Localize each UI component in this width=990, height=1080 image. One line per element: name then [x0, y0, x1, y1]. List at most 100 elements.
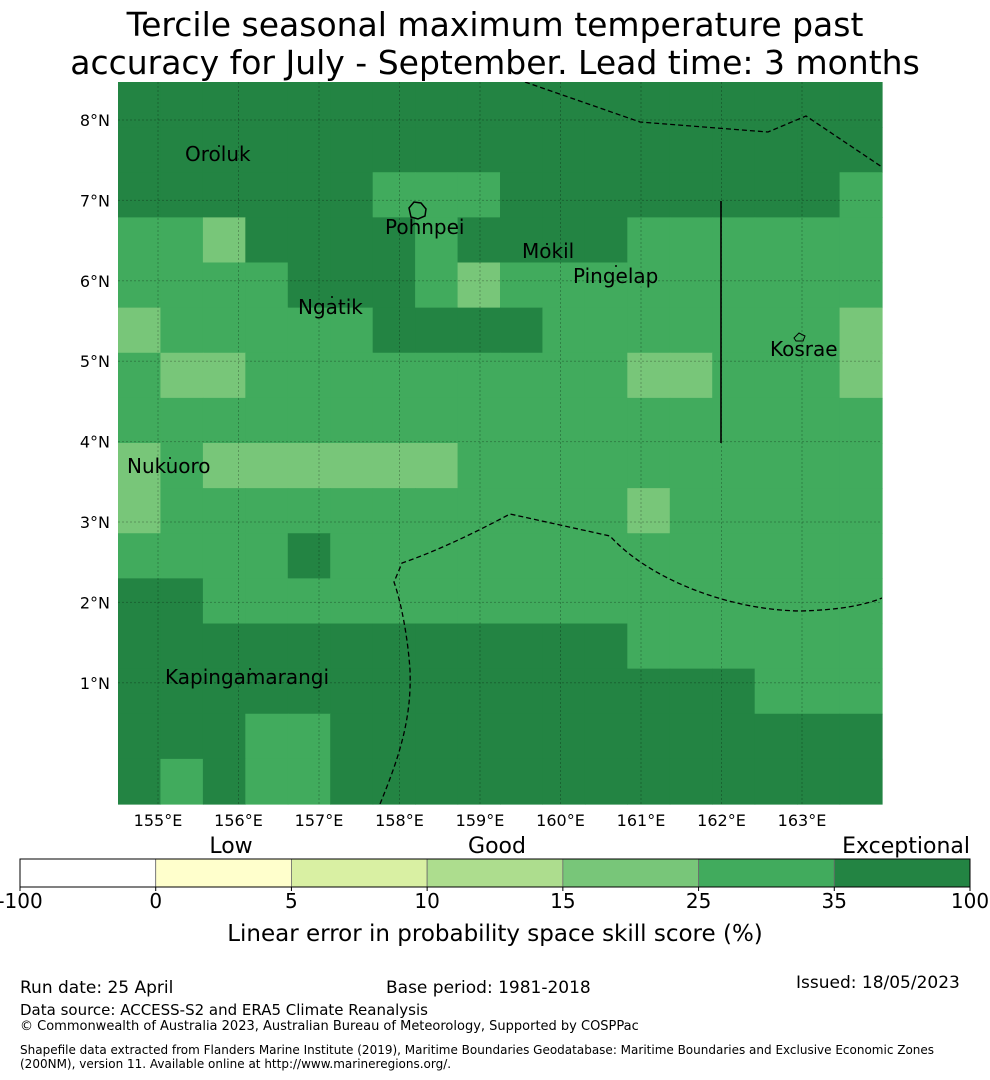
grid-cell — [712, 352, 756, 399]
grid-cell — [202, 623, 246, 670]
grid-cell — [330, 217, 374, 264]
grid-cell — [542, 172, 586, 218]
run-date: Run date: 25 April — [20, 978, 174, 998]
grid-cell — [500, 82, 544, 128]
grid-cell — [712, 397, 756, 444]
grid-cell — [415, 127, 459, 173]
longitude-label: 158°E — [375, 811, 424, 830]
grid-cell — [839, 758, 883, 805]
colorbar-tick-label: 5 — [285, 889, 298, 913]
grid-cell — [797, 443, 841, 489]
grid-cell — [712, 758, 756, 805]
colorbar-tick-labels: -100 0 5 10 15 25 35 100 — [0, 887, 989, 913]
grid-cell — [839, 578, 883, 625]
grid-cell — [287, 217, 331, 264]
grid-cell — [500, 262, 544, 309]
grid-cell — [754, 217, 798, 264]
colorbar-tick-label: 25 — [686, 889, 711, 913]
grid-cell — [415, 758, 459, 805]
grid-cell — [500, 488, 544, 534]
grid-cell — [245, 172, 289, 218]
grid-cell — [457, 488, 501, 534]
grid-cell — [797, 713, 841, 760]
island-labels: Oroluk Pohnpei Mokil Pingelap Ngatik Kos… — [127, 142, 838, 689]
latitude-label: 3°N — [80, 513, 110, 532]
colorbar-outline — [19, 858, 971, 888]
grid-cell — [330, 172, 374, 218]
issued-date: Issued: 18/05/2023 — [796, 973, 960, 993]
grid-cell — [457, 397, 501, 444]
grid-cell — [372, 127, 416, 173]
grid-cell — [839, 262, 883, 309]
eez-boundary-south-west — [379, 513, 882, 804]
grid-cell — [415, 623, 459, 670]
grid-cell — [669, 397, 713, 444]
grid-cell — [415, 217, 459, 264]
grid-cell — [118, 488, 162, 534]
grid-cell — [797, 668, 841, 715]
grid-cell — [330, 533, 374, 579]
grid-cell — [287, 172, 331, 218]
longitude-label: 157°E — [295, 811, 344, 830]
grid-cell — [500, 758, 544, 805]
grid-cell — [118, 758, 162, 805]
grid-cell — [160, 397, 204, 444]
grid-cell — [584, 82, 628, 128]
colorbar-tick-label: 35 — [822, 889, 847, 913]
grid-cell — [118, 127, 162, 173]
grid-cell — [584, 352, 628, 399]
grid-cell — [245, 307, 289, 354]
grid-cell — [245, 668, 289, 715]
longitude-label: 155°E — [134, 811, 183, 830]
grid-cell — [669, 713, 713, 760]
grid-cell — [287, 623, 331, 670]
colorbar-tick-label: -100 — [0, 889, 43, 913]
category-low: Low — [209, 834, 252, 859]
grid-cell — [584, 623, 628, 670]
grid-cell — [542, 578, 586, 625]
grid-cell — [118, 352, 162, 399]
grid-cell — [669, 623, 713, 670]
grid-cell — [712, 533, 756, 579]
colorbar-tick-label: 10 — [414, 889, 439, 913]
grid-cell — [669, 127, 713, 173]
grid-cell — [797, 262, 841, 309]
chart-title: Tercile seasonal maximum temperature pas… — [0, 6, 990, 82]
grid-cell — [669, 488, 713, 534]
title-line-1: Tercile seasonal maximum temperature pas… — [126, 5, 864, 44]
grid-cell — [245, 533, 289, 579]
latitude-label: 5°N — [80, 352, 110, 371]
grid-cell — [287, 533, 331, 579]
grid-cell — [542, 397, 586, 444]
grid-cell — [627, 488, 671, 534]
grid-cell — [415, 668, 459, 715]
grid-cell — [118, 172, 162, 218]
grid-cell — [160, 217, 204, 264]
grid-cell — [457, 262, 501, 309]
grid-cell — [202, 488, 246, 534]
island-label-ngatik: Ngatik — [298, 295, 363, 319]
grid-cell — [542, 623, 586, 670]
latitude-labels: 8°N 7°N 6°N 5°N 4°N 3°N 2°N 1°N — [80, 111, 110, 693]
grid-cell — [202, 713, 246, 760]
grid-cell — [500, 307, 544, 354]
grid-cell — [372, 352, 416, 399]
grid-cell — [754, 82, 798, 128]
grid-cell — [160, 713, 204, 760]
grid-cell — [712, 443, 756, 489]
grid-cell — [118, 533, 162, 579]
grid-cell — [160, 307, 204, 354]
grid-cell — [330, 127, 374, 173]
grid-cell — [627, 578, 671, 625]
grid-cell — [160, 82, 204, 128]
grid-cell — [415, 713, 459, 760]
colorbar-segment — [291, 858, 428, 888]
grid-cell — [839, 127, 883, 173]
grid-cell — [457, 623, 501, 670]
grid-cell — [797, 623, 841, 670]
nukuoro-atoll-marker — [169, 457, 171, 459]
longitude-label: 162°E — [697, 811, 746, 830]
grid-cell — [245, 488, 289, 534]
grid-cell — [457, 533, 501, 579]
grid-cell — [287, 127, 331, 173]
